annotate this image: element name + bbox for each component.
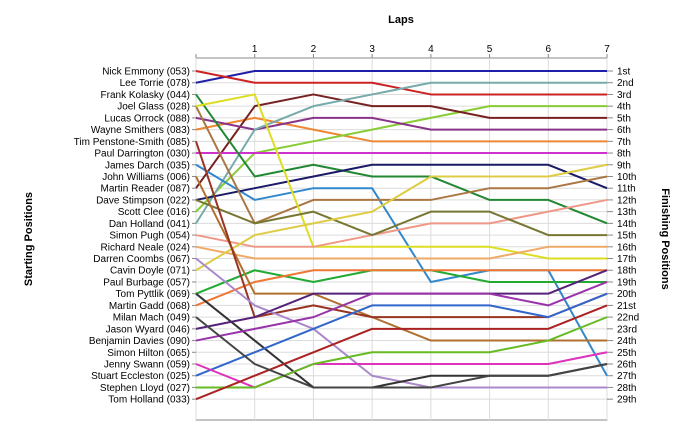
- starting-position-label: John Williams (006): [102, 172, 190, 183]
- finishing-position-label: 13th: [617, 207, 636, 218]
- x-tick-label: 2: [311, 44, 317, 55]
- starting-position-label: Tom Pyttlik (069): [116, 289, 190, 300]
- starting-position-label: Stuart Eccleston (025): [91, 371, 190, 382]
- starting-position-label: Lucas Orrock (088): [104, 113, 190, 124]
- starting-position-label: Benjamin Davies (090): [89, 336, 190, 347]
- starting-labels: Nick Emmony (053)Lee Torrie (078)Frank K…: [74, 67, 196, 406]
- finishing-position-label: 23rd: [617, 324, 637, 335]
- x-tick-label: 6: [546, 44, 552, 55]
- x-tick-label: 4: [428, 44, 434, 55]
- y2-axis-label: Finishing Positions: [659, 188, 671, 289]
- starting-position-label: Frank Kolasky (044): [101, 90, 190, 101]
- series-line: [195, 269, 607, 307]
- starting-position-label: Wayne Smithers (083): [91, 125, 190, 136]
- finishing-position-label: 14th: [617, 219, 636, 230]
- series-line: [195, 93, 607, 189]
- starting-position-label: Paul Burbage (057): [103, 277, 190, 288]
- series-line: [195, 198, 608, 248]
- finishing-position-label: 20th: [617, 289, 636, 300]
- series-line: [195, 304, 608, 401]
- starting-position-label: Lee Torrie (078): [120, 78, 190, 89]
- finishing-position-label: 18th: [617, 266, 636, 277]
- y-axis-label: Starting Positions: [23, 192, 35, 286]
- starting-position-label: Scott Clee (016): [118, 207, 190, 218]
- starting-position-label: Tom Holland (033): [108, 395, 190, 406]
- series-line: [195, 163, 608, 201]
- starting-position-label: Martin Gadd (068): [109, 301, 190, 312]
- finishing-labels: 1st2nd3rd4th5th6th7th8th9th10th11th12th1…: [607, 67, 639, 406]
- finishing-position-label: 12th: [617, 195, 636, 206]
- series-line: [195, 81, 607, 224]
- starting-position-label: Stephen Lloyd (027): [100, 383, 190, 394]
- finishing-position-label: 11th: [617, 184, 636, 195]
- finishing-position-label: 7th: [617, 137, 631, 148]
- finishing-position-label: 16th: [617, 242, 636, 253]
- finishing-position-label: 15th: [617, 231, 636, 242]
- finishing-position-label: 19th: [617, 277, 636, 288]
- starting-position-label: Dave Stimpson (022): [96, 195, 190, 206]
- starting-position-label: Paul Darrington (030): [94, 149, 190, 160]
- series-line: [196, 316, 608, 389]
- finishing-position-label: 8th: [617, 149, 631, 160]
- starting-position-label: Tim Penstone-Smith (085): [74, 137, 190, 148]
- starting-position-label: Jason Wyard (046): [106, 324, 190, 335]
- series-line: [195, 245, 607, 260]
- series-line: [195, 116, 607, 131]
- starting-position-label: Darren Coombs (067): [93, 254, 190, 265]
- starting-position-label: Joel Glass (028): [117, 102, 190, 113]
- finishing-position-label: 22nd: [617, 313, 639, 324]
- starting-position-label: Simon Pugh (054): [109, 231, 190, 242]
- finishing-position-label: 10th: [617, 172, 636, 183]
- starting-position-label: Martin Reader (087): [101, 184, 190, 195]
- series-line: [195, 70, 607, 84]
- series-line: [195, 163, 608, 272]
- starting-position-label: Simon Hilton (065): [107, 348, 190, 359]
- series-line: [195, 281, 608, 342]
- finishing-position-label: 29th: [617, 395, 636, 406]
- x-tick-label: 1: [252, 44, 258, 55]
- x-tick-label: 3: [369, 44, 375, 55]
- finishing-position-label: 25th: [617, 348, 636, 359]
- series-line: [195, 198, 607, 237]
- starting-position-label: Milan Mach (049): [113, 313, 190, 324]
- finishing-position-label: 21st: [617, 301, 636, 312]
- finishing-position-label: 26th: [617, 360, 636, 371]
- starting-position-label: James Darch (035): [105, 160, 190, 171]
- series-line: [195, 105, 608, 225]
- finishing-position-label: 2nd: [617, 78, 634, 89]
- chart-title: Laps: [388, 14, 414, 26]
- starting-position-label: Dan Holland (041): [109, 219, 190, 230]
- finishing-position-label: 5th: [617, 113, 631, 124]
- finishing-position-label: 9th: [617, 160, 631, 171]
- starting-position-label: Nick Emmony (053): [102, 67, 190, 78]
- finishing-position-label: 17th: [617, 254, 636, 265]
- starting-position-label: Jenny Swann (059): [104, 360, 190, 371]
- finishing-position-label: 6th: [617, 125, 631, 136]
- series-line: [195, 93, 608, 225]
- series-line: [195, 292, 608, 377]
- series-layer: [195, 70, 608, 401]
- finishing-position-label: 24th: [617, 336, 636, 347]
- x-tick-label: 7: [604, 44, 610, 55]
- finishing-position-label: 4th: [617, 102, 631, 113]
- starting-position-label: Richard Neale (024): [101, 242, 191, 253]
- series-line: [195, 141, 608, 319]
- x-tick-labels: 1 2 3 4 5 6 7: [195, 44, 610, 58]
- finishing-position-label: 27th: [617, 371, 636, 382]
- series-line: [195, 316, 608, 389]
- finishing-position-label: 1st: [617, 67, 631, 78]
- finishing-position-label: 28th: [617, 383, 636, 394]
- x-tick-label: 5: [487, 44, 493, 55]
- starting-position-label: Cavin Doyle (071): [110, 266, 190, 277]
- series-line: [195, 93, 607, 260]
- finishing-position-label: 3rd: [617, 90, 631, 101]
